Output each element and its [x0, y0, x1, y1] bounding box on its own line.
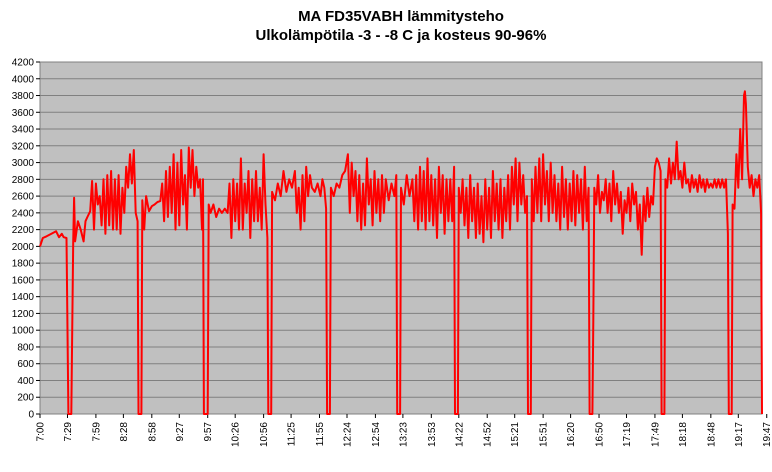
x-tick-label: 7:29 — [63, 422, 74, 442]
y-tick-label: 2200 — [12, 225, 35, 236]
x-tick-label: 14:52 — [483, 422, 494, 447]
x-axis: 7:00 7:29 7:59 8:28 8:58 9:27 9:57 10:26 10:56 11… — [36, 414, 772, 447]
x-tick-label: 15:51 — [539, 422, 550, 447]
y-tick-label: 800 — [17, 342, 34, 353]
y-tick-label: 2800 — [12, 175, 35, 186]
x-tick-label: 9:27 — [175, 422, 186, 442]
x-tick-label: 18:18 — [678, 422, 689, 447]
x-tick-label: 15:21 — [510, 422, 521, 447]
x-tick-label: 14:22 — [454, 422, 465, 447]
y-tick-label: 2000 — [12, 242, 35, 253]
y-tick-label: 3400 — [12, 125, 35, 136]
x-tick-label: 19:47 — [762, 422, 772, 447]
x-tick-label: 8:28 — [119, 422, 130, 442]
y-tick-label: 1600 — [12, 275, 35, 286]
x-tick-label: 13:23 — [398, 422, 409, 447]
y-tick-label: 1200 — [12, 309, 35, 320]
y-tick-label: 1400 — [12, 292, 35, 303]
y-tick-label: 0 — [28, 410, 34, 421]
y-tick-label: 600 — [17, 359, 34, 370]
x-tick-label: 16:20 — [566, 422, 577, 447]
x-tick-label: 8:58 — [147, 422, 158, 442]
x-tick-label: 17:49 — [650, 422, 661, 447]
y-tick-label: 2400 — [12, 208, 35, 219]
y-tick-label: 1800 — [12, 259, 35, 270]
x-tick-label: 10:26 — [231, 422, 242, 447]
x-tick-label: 11:25 — [287, 422, 298, 447]
x-tick-label: 12:54 — [371, 422, 382, 447]
x-tick-label: 9:57 — [203, 422, 214, 442]
y-tick-label: 3200 — [12, 141, 35, 152]
chart-title: MA FD35VABH lämmitysteho — [298, 8, 504, 25]
y-tick-label: 400 — [17, 376, 34, 387]
x-tick-label: 18:48 — [706, 422, 717, 447]
x-tick-label: 13:53 — [427, 422, 438, 447]
x-tick-label: 7:59 — [91, 422, 102, 442]
y-tick-label: 200 — [17, 393, 34, 404]
y-axis: 0 200 400 600 800 1000 1200 1400 1600 1800 2000 220… — [12, 58, 40, 421]
x-tick-label: 7:00 — [36, 422, 47, 442]
y-tick-label: 1000 — [12, 326, 35, 337]
y-tick-label: 4000 — [12, 74, 35, 85]
y-tick-label: 2600 — [12, 192, 35, 203]
x-tick-label: 11:55 — [315, 422, 326, 447]
x-tick-label: 17:19 — [622, 422, 633, 447]
y-tick-label: 4200 — [12, 58, 35, 69]
chart-subtitle: Ulkolämpötila -3 - -8 C ja kosteus 90-96… — [255, 27, 547, 44]
x-tick-label: 19:17 — [734, 422, 745, 447]
x-tick-label: 16:50 — [595, 422, 606, 447]
series-line — [39, 90, 763, 415]
y-tick-label: 3600 — [12, 108, 35, 119]
x-tick-label: 12:24 — [342, 422, 353, 447]
y-tick-label: 3000 — [12, 158, 35, 169]
y-tick-label: 3800 — [12, 91, 35, 102]
x-tick-label: 10:56 — [259, 422, 270, 447]
